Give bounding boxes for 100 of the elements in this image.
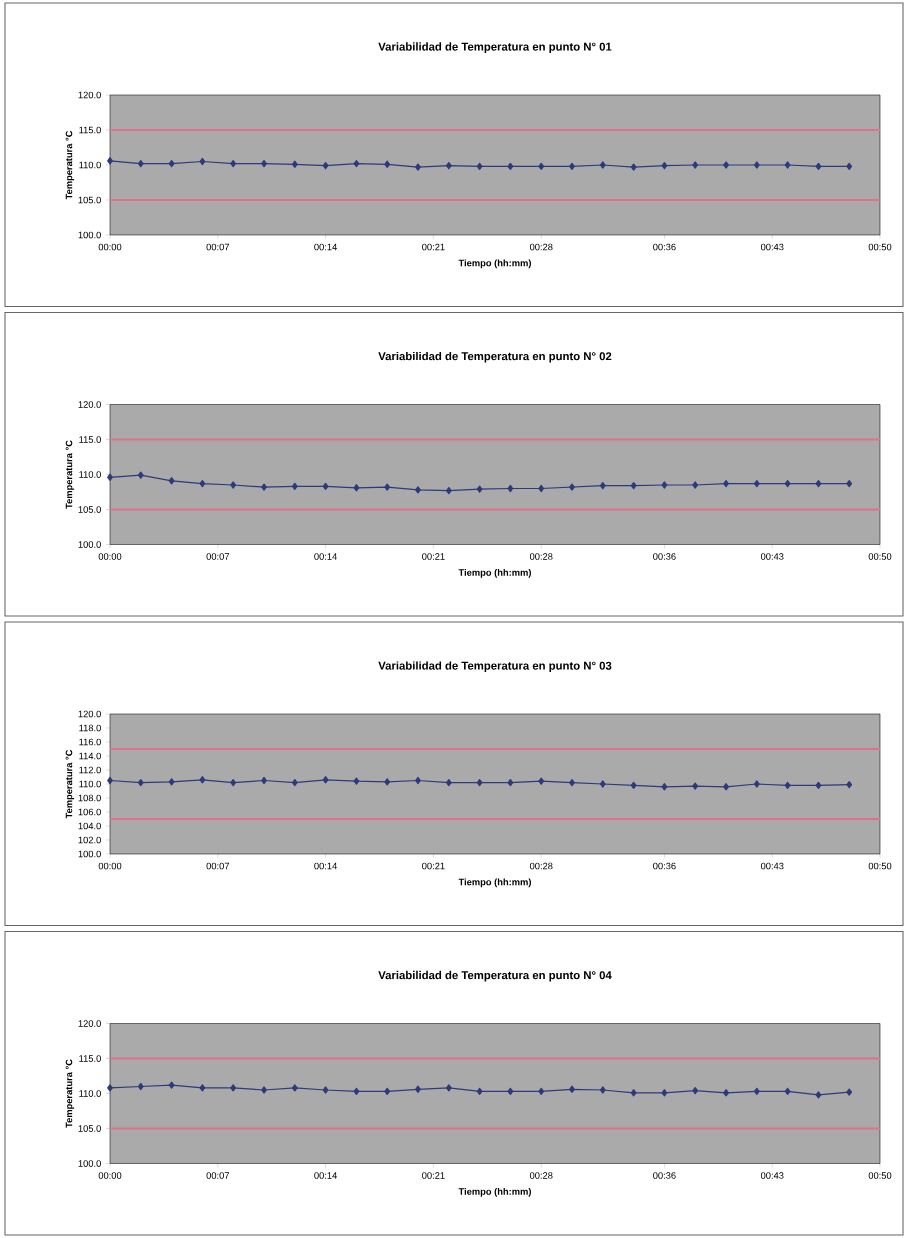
point: [784, 161, 791, 169]
y-tick-label: 116.0: [79, 738, 101, 746]
point: [476, 485, 483, 493]
point: [415, 163, 421, 171]
point: [445, 778, 452, 787]
y-axis-title: Temperatura °C: [65, 130, 75, 200]
point: [291, 1084, 298, 1092]
x-tick-label: 00:43: [760, 243, 784, 251]
point: [291, 160, 298, 168]
point: [723, 161, 729, 169]
point: [692, 1087, 699, 1095]
x-tick-label: 00:07: [206, 1172, 230, 1179]
point: [753, 1087, 760, 1096]
x-tick-label: 00:50: [868, 553, 892, 560]
chart-title: Variabilidad de Temperatura en punto N° 02: [378, 351, 612, 363]
x-tick-label: 00:07: [206, 243, 230, 251]
y-tick-label: 102.0: [78, 836, 101, 844]
point: [291, 482, 298, 491]
point: [445, 486, 452, 495]
point: [753, 780, 760, 788]
y-tick-label: 120.0: [78, 91, 101, 99]
point: [569, 483, 575, 491]
y-tick-label: 104.0: [78, 822, 101, 830]
point: [507, 162, 514, 171]
point: [507, 1087, 514, 1096]
point: [230, 1084, 237, 1092]
y-tick-label: 114.0: [79, 752, 101, 760]
point: [322, 1086, 329, 1094]
point: [630, 781, 637, 790]
x-tick-label: 00:21: [422, 862, 445, 870]
y-tick-label: 105.0: [78, 196, 101, 204]
y-tick-label: 105.0: [78, 1125, 101, 1132]
y-tick-label: 115.0: [79, 1055, 101, 1062]
point: [507, 778, 514, 787]
point: [199, 1084, 206, 1092]
point: [507, 484, 514, 493]
point: [599, 161, 606, 169]
y-tick-label: 105.0: [78, 506, 101, 513]
point: [445, 1084, 452, 1092]
point: [784, 781, 791, 790]
point: [415, 486, 421, 494]
y-tick-label: 100.0: [78, 231, 101, 239]
point: [599, 1086, 606, 1094]
point: [661, 162, 668, 170]
x-tick-label: 00:14: [314, 243, 337, 251]
point: [692, 161, 699, 169]
point: [107, 1084, 113, 1092]
x-tick-label: 00:14: [314, 1172, 337, 1179]
x-tick-label: 00:00: [98, 553, 122, 560]
x-tick-label: 00:21: [422, 553, 445, 560]
point: [723, 783, 729, 791]
y-tick-label: 118.0: [79, 724, 101, 732]
point: [815, 781, 822, 790]
x-tick-label: 00:07: [206, 862, 230, 870]
point: [322, 776, 329, 784]
point: [846, 162, 853, 171]
point: [692, 782, 699, 790]
y-axis-title: Temperatura °C: [65, 749, 75, 819]
point: [353, 777, 360, 785]
x-tick-label: 00:14: [314, 862, 337, 870]
point: [353, 159, 360, 168]
point: [815, 479, 822, 488]
x-axis-title: Tiempo (hh:mm): [458, 568, 531, 578]
point: [353, 1087, 360, 1096]
point: [230, 481, 237, 489]
chart-title: Variabilidad de Temperatura en punto N° 01: [378, 42, 612, 53]
point: [753, 161, 760, 169]
point: [199, 479, 206, 488]
y-tick-label: 100.0: [78, 850, 101, 858]
point: [384, 778, 391, 786]
point: [199, 157, 206, 166]
point: [784, 479, 791, 488]
y-tick-label: 106.0: [78, 808, 101, 816]
point: [846, 479, 853, 488]
point: [168, 477, 175, 485]
point: [599, 780, 606, 788]
point: [753, 479, 760, 488]
point: [538, 1087, 545, 1096]
point: [384, 160, 391, 168]
point: [538, 777, 545, 785]
y-tick-label: 110.0: [79, 780, 101, 788]
point: [168, 778, 175, 786]
point: [630, 163, 637, 171]
y-axis-title: Temperatura °C: [65, 1059, 75, 1128]
point: [476, 778, 483, 787]
point: [476, 1087, 483, 1096]
point: [137, 159, 144, 168]
point: [846, 781, 853, 789]
point: [107, 473, 113, 481]
x-tick-label: 00:36: [653, 243, 676, 251]
point: [415, 1085, 421, 1093]
point: [291, 778, 298, 787]
x-tick-label: 00:14: [314, 553, 337, 560]
chart-title: Variabilidad de Temperatura en punto N° 04: [378, 970, 612, 982]
point: [723, 1089, 729, 1097]
point: [353, 484, 360, 492]
point: [230, 778, 237, 787]
x-tick-label: 00:50: [868, 862, 892, 870]
point: [784, 1087, 791, 1096]
point: [815, 1091, 822, 1099]
